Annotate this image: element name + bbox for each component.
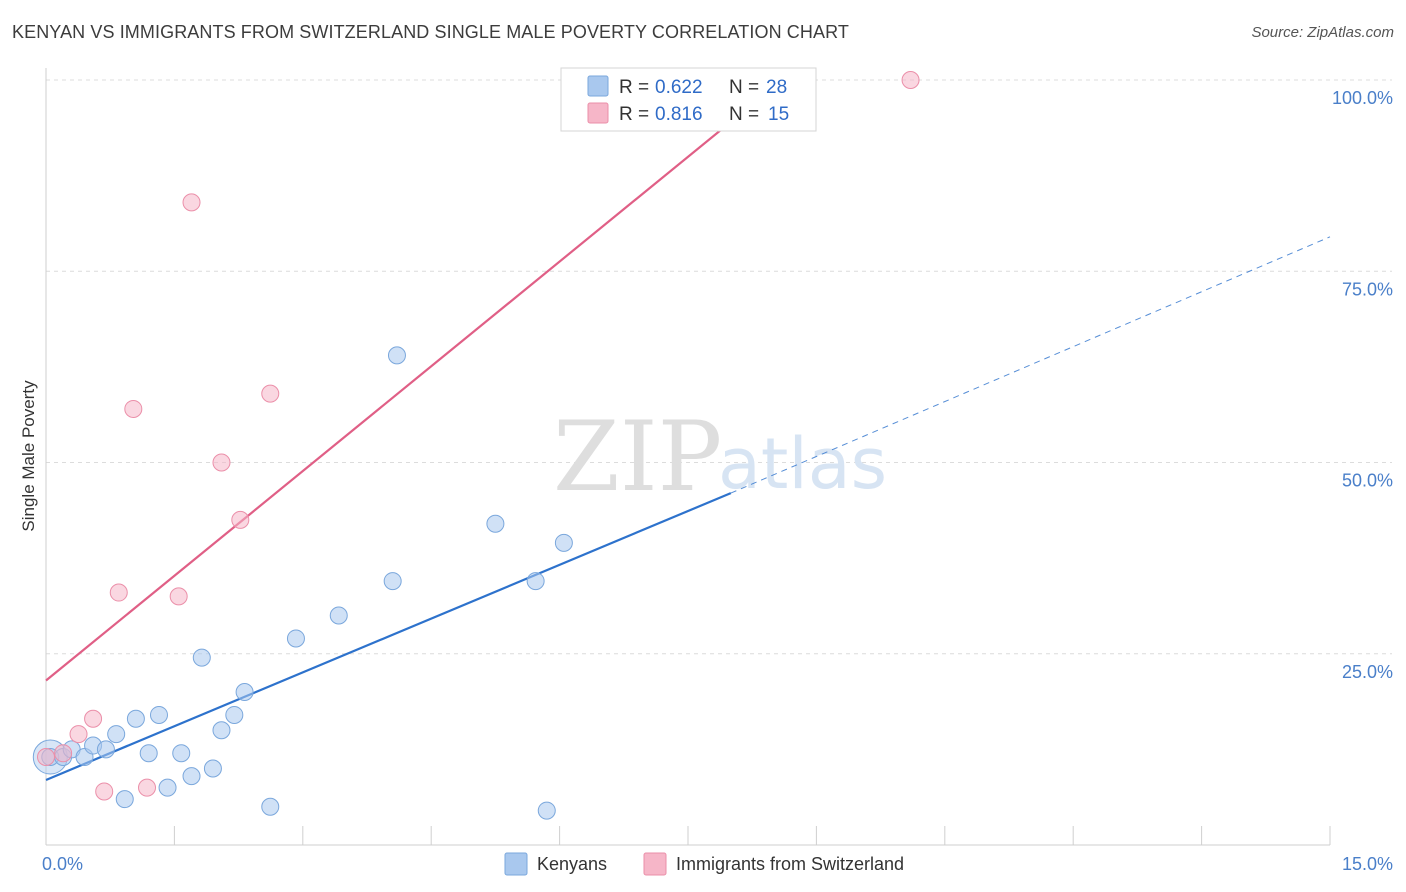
watermark-atlas: atlas <box>718 423 887 505</box>
legend-swatch-kenyans <box>587 75 609 97</box>
y-tick-label: 75.0% <box>1342 279 1393 299</box>
data-point-switzerland <box>95 782 114 801</box>
axes <box>45 68 1331 846</box>
data-point-switzerland <box>54 744 73 763</box>
trend-line-switzerland <box>45 79 783 682</box>
data-point-kenyans <box>212 721 231 740</box>
x-tick-labels: 0.0% 15.0% <box>42 854 1393 874</box>
y-tick-label: 50.0% <box>1342 471 1393 491</box>
y-tick-label: 100.0% <box>1332 88 1393 108</box>
data-point-switzerland <box>231 510 250 529</box>
data-point-kenyans <box>486 514 505 533</box>
legend-r-value: 0.816 <box>655 104 703 125</box>
data-point-kenyans <box>526 572 545 591</box>
x-tick-label: 15.0% <box>1342 854 1393 874</box>
legend-r-value: 0.622 <box>655 77 703 98</box>
data-point-kenyans <box>139 744 158 763</box>
data-point-kenyans <box>158 778 177 797</box>
data-point-switzerland <box>69 725 88 744</box>
data-point-switzerland <box>169 587 188 606</box>
y-tick-labels: 25.0% 50.0% 75.0% 100.0% <box>1332 88 1393 682</box>
data-point-kenyans <box>537 801 556 820</box>
data-point-kenyans <box>383 572 402 591</box>
data-point-switzerland <box>182 193 201 212</box>
data-point-kenyans <box>225 705 244 724</box>
trend-lines <box>45 79 1331 781</box>
legend-r-label: R = <box>619 77 649 98</box>
legend-n-value: 15 <box>768 104 789 125</box>
data-point-switzerland <box>212 453 231 472</box>
data-point-kenyans <box>126 709 145 728</box>
data-point-kenyans <box>261 797 280 816</box>
legend-n-value: 28 <box>766 77 787 98</box>
data-point-switzerland <box>261 384 280 403</box>
grid-lines <box>46 79 1392 655</box>
data-point-switzerland <box>138 778 157 797</box>
legend-r-label: R = <box>619 104 649 125</box>
x-tick-label: 0.0% <box>42 854 83 874</box>
data-point-kenyans <box>235 683 254 701</box>
chart-title: KENYAN VS IMMIGRANTS FROM SWITZERLAND SI… <box>12 22 849 42</box>
data-point-switzerland <box>109 583 128 602</box>
data-point-switzerland <box>124 399 143 418</box>
data-point-switzerland <box>37 748 55 767</box>
data-point-kenyans <box>96 740 115 759</box>
data-points <box>32 71 920 820</box>
legend-swatch-switzerland <box>587 102 609 124</box>
data-point-kenyans <box>149 705 168 724</box>
watermark-zip: ZIP <box>553 401 722 513</box>
y-tick-label: 25.0% <box>1342 662 1393 682</box>
data-point-switzerland <box>901 71 920 89</box>
data-point-kenyans <box>387 346 406 365</box>
data-point-kenyans <box>182 767 201 786</box>
bottom-legend-label-switzerland: Immigrants from Switzerland <box>676 854 904 874</box>
bottom-legend-swatch-kenyans <box>504 852 528 876</box>
bottom-legend-label-kenyans: Kenyans <box>537 854 607 874</box>
trend-line-kenyans <box>45 492 732 781</box>
data-point-kenyans <box>172 744 191 763</box>
data-point-kenyans <box>115 790 134 809</box>
data-point-kenyans <box>554 533 573 552</box>
data-point-kenyans <box>203 759 222 778</box>
legend-top: R = 0.622 N = 28 R = 0.816 N = 15 <box>560 67 817 132</box>
legend-bottom: Kenyans Immigrants from Switzerland <box>504 852 904 876</box>
data-point-kenyans <box>107 725 126 744</box>
source-credit: Source: ZipAtlas.com <box>1251 24 1394 41</box>
legend-n-label: N = <box>729 104 759 125</box>
bottom-legend-swatch-switzerland <box>643 852 667 876</box>
legend-n-label: N = <box>729 77 759 98</box>
watermark: ZIP atlas <box>553 401 887 513</box>
data-point-kenyans <box>286 629 305 648</box>
data-point-switzerland <box>84 709 103 728</box>
y-axis-label: Single Male Poverty <box>19 380 38 532</box>
data-point-kenyans <box>192 648 211 667</box>
trend-line-extension <box>730 236 1331 494</box>
data-point-kenyans <box>329 606 348 625</box>
